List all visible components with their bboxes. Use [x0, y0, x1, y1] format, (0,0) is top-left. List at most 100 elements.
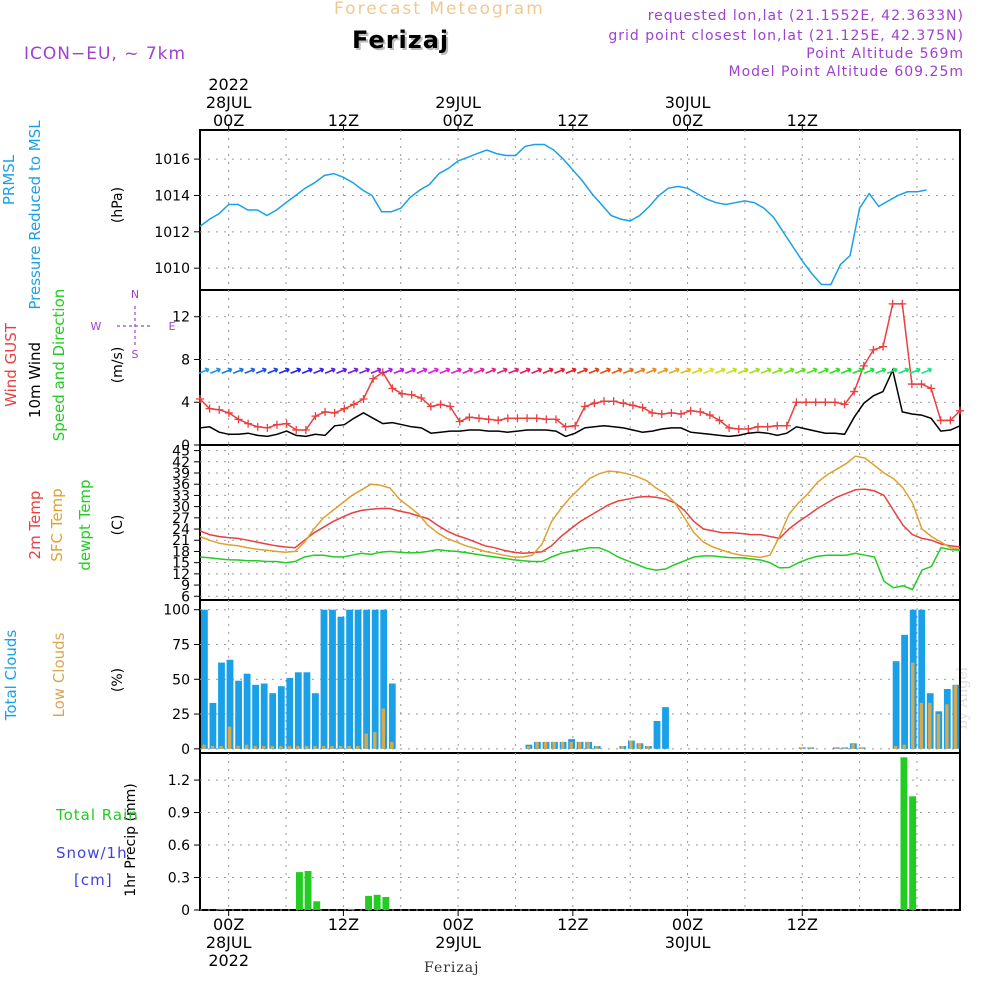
gust-marker [705, 411, 714, 420]
bar-low-clouds [552, 741, 556, 749]
bar-total-clouds [277, 686, 285, 749]
panel-label: Total Clouds [2, 630, 20, 722]
wind-direction-arrow [737, 367, 749, 374]
y-tick-label: 12 [172, 567, 190, 583]
gust-marker [792, 398, 801, 407]
bottom-axis-label: 12Z [787, 915, 818, 934]
wind-direction-arrow [668, 367, 680, 374]
bar-low-clouds [202, 744, 206, 749]
panel-frame-1 [199, 289, 961, 446]
bar-low-clouds [347, 746, 351, 749]
y-tick-label: 0 [181, 438, 190, 454]
wind-direction-arrow [691, 367, 703, 374]
wind-direction-arrow [450, 367, 462, 374]
gust-marker [388, 384, 397, 393]
panel-label: Speed and Direction [50, 289, 68, 442]
bar-total-rain [373, 894, 381, 910]
bar-low-clouds [953, 684, 958, 749]
bar-low-clouds [578, 741, 582, 749]
wind-direction-arrow [863, 367, 875, 374]
wind-direction-arrow [336, 367, 348, 374]
wind-direction-arrow [875, 367, 887, 374]
bar-low-clouds [390, 741, 394, 749]
wind-direction-arrow [382, 367, 394, 374]
bar-low-clouds [245, 744, 249, 749]
wind-direction-arrow [817, 367, 829, 374]
wind-direction-arrow [393, 367, 405, 374]
gust-marker [811, 398, 820, 407]
gust-marker [205, 404, 214, 413]
gust-marker [330, 408, 339, 417]
bar-low-clouds [262, 746, 266, 749]
bar-total-clouds [226, 659, 234, 749]
y-tick-label: 39 [172, 466, 190, 482]
bar-low-clouds [620, 746, 625, 749]
bar-low-clouds [808, 747, 812, 749]
bar-total-clouds [312, 693, 319, 749]
gust-marker [503, 414, 512, 423]
page-title: Ferizaj [352, 26, 450, 54]
wind-direction-arrow [909, 367, 921, 374]
gust-marker [349, 400, 358, 409]
wind-direction-arrow [726, 367, 738, 374]
panel-label: PRMSL [0, 154, 18, 205]
bar-total-clouds [243, 673, 251, 749]
bottom-axis-label: 28JUL [206, 933, 252, 952]
wind-direction-arrow [852, 367, 864, 374]
panel-frame-0 [199, 129, 961, 291]
top-axis-label: 12Z [557, 111, 588, 130]
top-axis-label: 00Z [442, 111, 473, 130]
bar-low-clouds [364, 733, 368, 749]
bar-total-clouds [363, 609, 370, 749]
gust-marker [494, 416, 503, 425]
panel-label: [cm] [74, 871, 113, 889]
bar-total-rain [218, 908, 226, 910]
wind-direction-arrow [783, 367, 795, 374]
bar-low-clouds [356, 746, 360, 749]
top-axis-label: 12Z [328, 111, 359, 130]
bar-low-clouds [526, 746, 531, 749]
y-tick-label: 1014 [154, 188, 190, 204]
bar-total-clouds [918, 609, 926, 749]
compass-n: N [131, 288, 139, 301]
bar-low-clouds [236, 746, 240, 749]
y-tick-label: 33 [172, 488, 190, 504]
wind-direction-arrow [645, 367, 657, 374]
y-tick-label: 4 [181, 395, 190, 411]
y-tick-label: 42 [172, 455, 190, 471]
y-tick-label: 8 [181, 352, 190, 368]
y-tick-label: 6 [181, 589, 190, 605]
y-tick-label: 12 [172, 310, 190, 326]
bar-total-clouds [653, 721, 661, 749]
wind-direction-arrow [611, 367, 623, 374]
gust-marker [215, 405, 224, 414]
gust-marker [244, 419, 253, 428]
bar-total-rain [909, 796, 917, 910]
y-tick-label: 24 [172, 522, 190, 538]
bar-total-rain [900, 757, 908, 910]
wind-direction-arrow [519, 367, 531, 374]
bottom-axis-label: 00Z [672, 915, 703, 934]
series-line-sfc-temp [199, 455, 961, 559]
bottom-axis-label: 12Z [328, 915, 359, 934]
gust-marker [474, 414, 483, 423]
y-tick-label: 75 [172, 638, 190, 654]
top-axis-label: 28JUL [206, 93, 252, 112]
gust-marker [407, 390, 416, 399]
bar-low-clouds [287, 746, 292, 749]
gust-marker [272, 420, 281, 429]
gust-marker [753, 422, 762, 431]
gust-marker [821, 398, 830, 407]
bar-low-clouds [919, 702, 923, 749]
bar-low-clouds [842, 747, 847, 749]
panel-label: Pressure Reduced to MSL [26, 120, 44, 310]
gust-marker [542, 415, 551, 424]
y-tick-label: 0 [181, 903, 190, 919]
gust-marker [638, 403, 647, 412]
gust-marker [696, 407, 705, 416]
bar-total-rain [313, 901, 321, 910]
bar-low-clouds [313, 746, 317, 749]
compass-s: S [132, 348, 139, 361]
wind-direction-arrow [657, 367, 669, 374]
